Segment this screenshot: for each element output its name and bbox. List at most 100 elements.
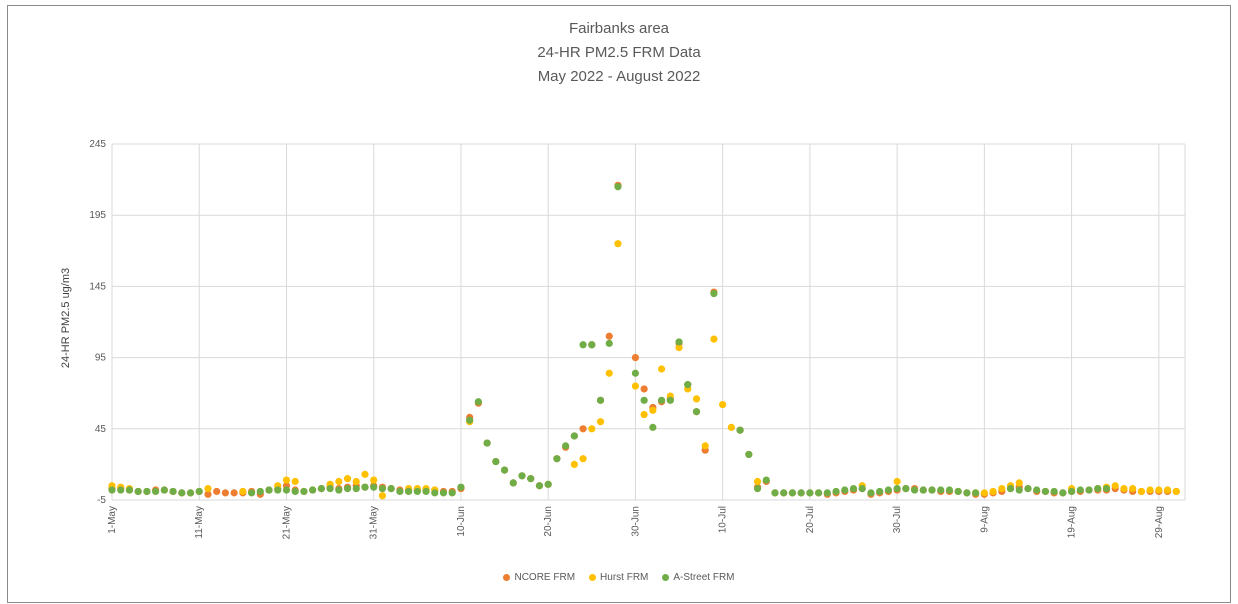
x-tick-label: 10-Jul [718,506,729,533]
data-point-a-street-frm [1016,486,1023,493]
data-point-a-street-frm [1042,488,1049,495]
legend-marker [503,574,510,581]
x-tick-label: 10-Jun [456,506,467,537]
data-point-hurst-frm [719,401,726,408]
x-tick-label: 11-May [194,506,205,539]
data-point-a-street-frm [911,486,918,493]
data-point-a-street-frm [292,488,299,495]
data-point-ncore-frm [579,425,586,432]
data-point-a-street-frm [405,488,412,495]
data-point-hurst-frm [1155,486,1162,493]
data-point-a-street-frm [675,338,682,345]
data-point-a-street-frm [1085,486,1092,493]
data-point-a-street-frm [798,489,805,496]
y-axis-title: 24-HR PM2.5 ug/m3 [60,268,72,368]
data-point-hurst-frm [588,425,595,432]
data-point-hurst-frm [754,478,761,485]
data-point-a-street-frm [754,485,761,492]
data-point-a-street-frm [841,486,848,493]
data-point-a-street-frm [335,486,342,493]
data-point-a-street-frm [597,397,604,404]
data-point-a-street-frm [527,475,534,482]
data-point-hurst-frm [379,492,386,499]
data-point-a-street-frm [422,488,429,495]
data-point-a-street-frm [614,183,621,190]
data-point-hurst-frm [283,476,290,483]
data-point-a-street-frm [937,486,944,493]
data-point-a-street-frm [850,485,857,492]
data-point-a-street-frm [108,486,115,493]
data-point-a-street-frm [388,485,395,492]
data-point-a-street-frm [431,489,438,496]
data-point-a-street-frm [902,485,909,492]
data-point-hurst-frm [1120,485,1127,492]
legend-entry: NCORE FRM [503,572,575,583]
data-point-a-street-frm [946,486,953,493]
data-point-a-street-frm [135,488,142,495]
data-point-a-street-frm [143,488,150,495]
legend-label: A-Street FRM [673,572,734,583]
data-point-a-street-frm [649,424,656,431]
data-point-a-street-frm [457,484,464,491]
data-point-a-street-frm [326,485,333,492]
data-point-hurst-frm [1016,479,1023,486]
data-point-hurst-frm [1138,488,1145,495]
data-point-a-street-frm [1007,485,1014,492]
data-point-hurst-frm [292,478,299,485]
data-point-hurst-frm [1164,486,1171,493]
data-point-hurst-frm [571,461,578,468]
data-point-a-street-frm [396,488,403,495]
data-point-a-street-frm [484,439,491,446]
data-point-a-street-frm [693,408,700,415]
data-point-a-street-frm [518,472,525,479]
data-point-hurst-frm [239,488,246,495]
data-point-a-street-frm [832,488,839,495]
data-point-a-street-frm [1077,486,1084,493]
data-point-a-street-frm [510,479,517,486]
data-point-a-street-frm [771,489,778,496]
x-tick-label: 31-May [369,506,380,539]
data-point-a-street-frm [928,486,935,493]
y-tick-label: -5 [97,495,106,506]
y-tick-label: 95 [95,353,107,364]
data-point-hurst-frm [579,455,586,462]
data-point-hurst-frm [597,418,604,425]
data-point-a-street-frm [126,486,133,493]
legend-entry: Hurst FRM [589,572,648,583]
data-point-a-street-frm [963,489,970,496]
data-point-hurst-frm [658,365,665,372]
data-point-a-street-frm [501,466,508,473]
data-point-a-street-frm [370,484,377,491]
data-point-a-street-frm [824,489,831,496]
data-point-a-street-frm [1059,489,1066,496]
data-point-hurst-frm [641,411,648,418]
data-point-a-street-frm [309,486,316,493]
legend-marker [589,574,596,581]
data-point-a-street-frm [867,489,874,496]
data-point-a-street-frm [763,476,770,483]
x-tick-label: 20-Jun [543,506,554,537]
data-point-a-street-frm [152,488,159,495]
data-point-a-street-frm [553,455,560,462]
y-tick-label: 45 [95,424,107,435]
data-points [108,182,1179,500]
data-point-ncore-frm [606,333,613,340]
data-point-a-street-frm [1068,488,1075,495]
data-point-a-street-frm [536,482,543,489]
x-tick-label: 19-Aug [1067,506,1078,538]
data-point-hurst-frm [894,478,901,485]
x-tick-label: 30-Jun [630,506,641,537]
data-point-a-street-frm [710,290,717,297]
data-point-a-street-frm [492,458,499,465]
legend-marker [662,574,669,581]
x-tick-label: 20-Jul [805,506,816,533]
data-point-a-street-frm [353,485,360,492]
data-point-a-street-frm [440,489,447,496]
data-point-a-street-frm [588,341,595,348]
data-point-hurst-frm [1129,485,1136,492]
data-point-a-street-frm [606,340,613,347]
data-point-hurst-frm [649,407,656,414]
data-point-a-street-frm [379,485,386,492]
data-point-a-street-frm [178,489,185,496]
